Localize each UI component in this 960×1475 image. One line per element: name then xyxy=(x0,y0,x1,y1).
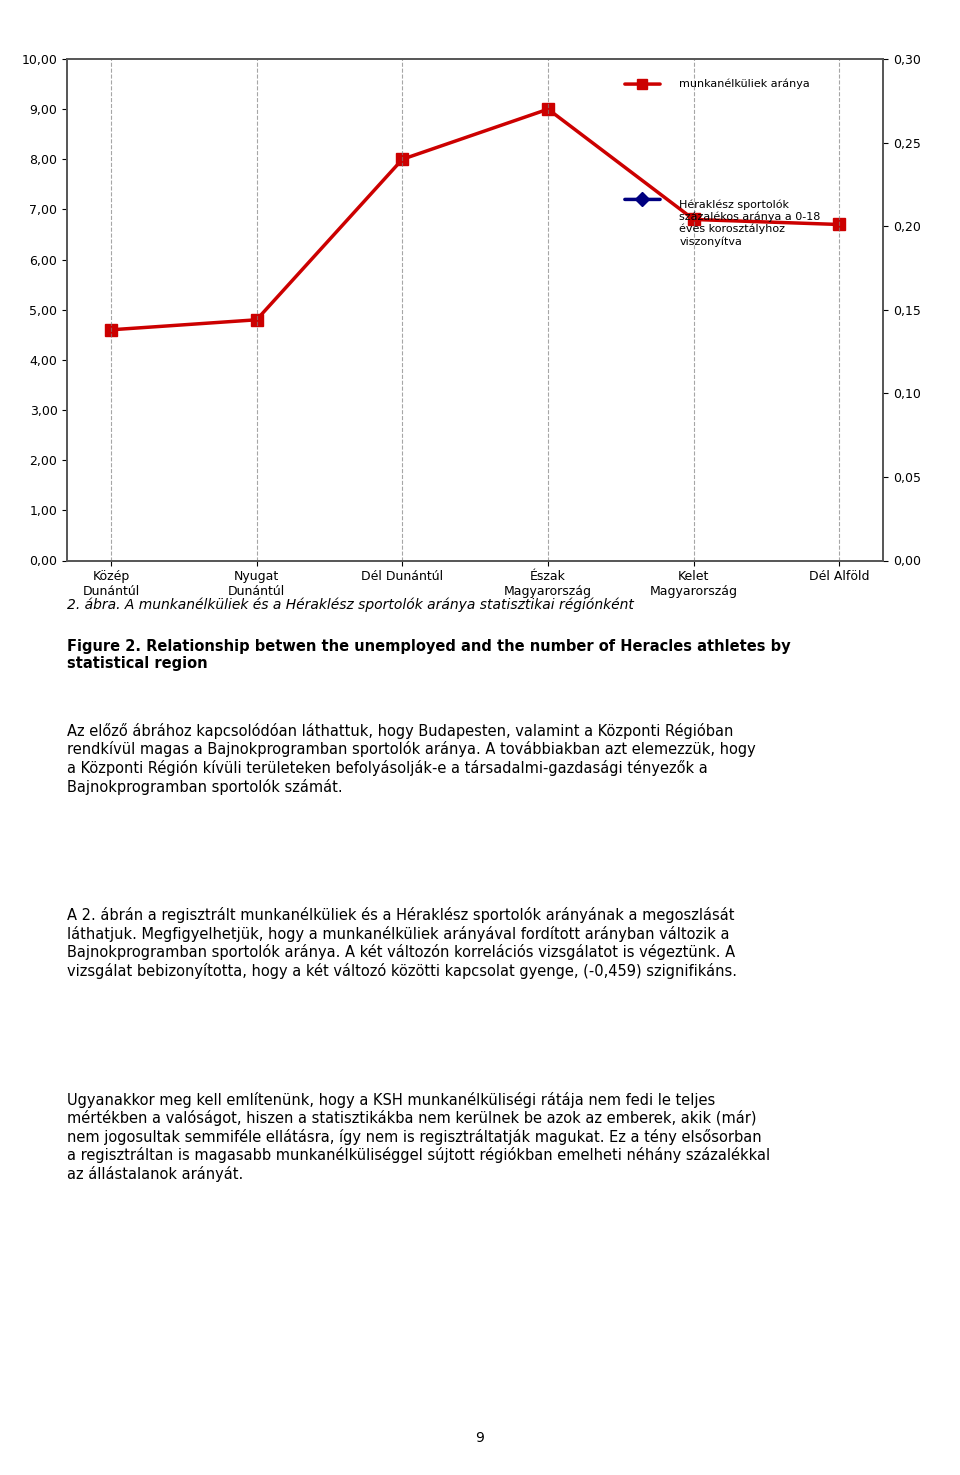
Text: munkanélküliek aránya: munkanélküliek aránya xyxy=(679,78,810,90)
Text: 9: 9 xyxy=(475,1432,485,1446)
Text: Héraklész sportolók
százalékos aránya a 0-18
éves korosztályhoz
viszonyítva: Héraklész sportolók százalékos aránya a … xyxy=(679,199,821,246)
Text: Figure 2. Relationship betwen the unemployed and the number of Heracles athletes: Figure 2. Relationship betwen the unempl… xyxy=(67,639,791,671)
Text: Ugyanakkor meg kell említenünk, hogy a KSH munkanélküliségi rátája nem fedi le t: Ugyanakkor meg kell említenünk, hogy a K… xyxy=(67,1092,770,1181)
Text: A 2. ábrán a regisztrált munkanélküliek és a Héraklész sportolók arányának a meg: A 2. ábrán a regisztrált munkanélküliek … xyxy=(67,907,737,979)
Text: 2. ábra. A munkanélküliek és a Héraklész sportolók aránya statisztikai régiónkén: 2. ábra. A munkanélküliek és a Héraklész… xyxy=(67,597,634,612)
Text: Az előző ábrához kapcsolódóan láthattuk, hogy Budapesten, valamint a Központi Ré: Az előző ábrához kapcsolódóan láthattuk,… xyxy=(67,723,756,795)
